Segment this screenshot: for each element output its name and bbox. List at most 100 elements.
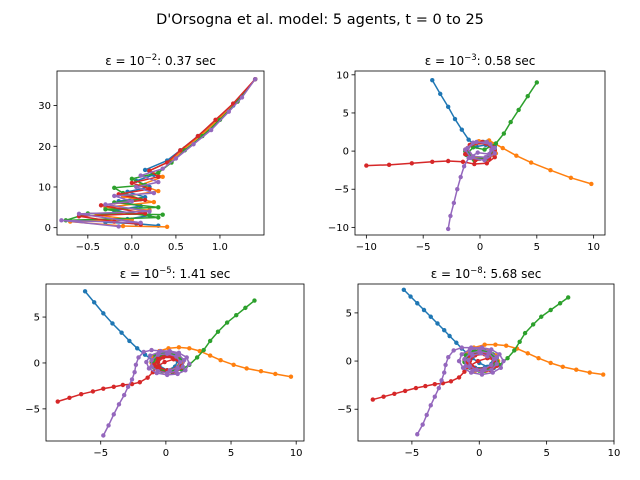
series-5-point	[59, 218, 64, 223]
series-1-point	[127, 338, 132, 344]
series-3-point	[565, 295, 571, 300]
series-3-point	[517, 339, 522, 344]
series-5-point	[459, 345, 464, 350]
x-tick-label: −10	[356, 242, 377, 253]
series-4-point	[381, 394, 386, 399]
series-4-point	[178, 148, 183, 153]
subplot-title: ε = 10−5: 1.41 sec	[120, 266, 231, 281]
series-5-point	[112, 193, 117, 199]
series-5-point	[466, 357, 471, 363]
series-5-point	[101, 433, 106, 438]
series-5-point	[467, 347, 473, 352]
series-5-point	[156, 179, 161, 185]
series-4-point	[370, 397, 376, 402]
series-5-point	[489, 147, 494, 152]
series-3-point	[234, 313, 239, 318]
x-tick-label: 5	[534, 242, 540, 253]
series-5-point	[129, 377, 135, 382]
y-tick-label: −5	[337, 405, 352, 416]
series-5-point	[191, 142, 196, 147]
series-2-point	[197, 348, 202, 354]
series-1-point	[430, 77, 435, 83]
series-4-point	[137, 380, 143, 385]
series-5-point	[174, 354, 179, 359]
series-2-point	[493, 342, 498, 347]
x-tick-label: 0.0	[124, 242, 140, 253]
series-1-point	[445, 104, 451, 110]
series-3-point	[156, 215, 161, 220]
series-2-point	[258, 369, 264, 374]
series-2-point	[288, 374, 294, 379]
series-3-point	[501, 131, 507, 136]
series-5-point	[486, 151, 492, 157]
series-3-point	[525, 93, 530, 99]
series-group	[59, 76, 258, 230]
series-4-point	[445, 158, 451, 164]
series-3-point	[534, 80, 540, 85]
subplot-title-prefix: ε = 10	[120, 267, 159, 281]
series-5-point	[474, 367, 479, 372]
series-5-point	[415, 432, 420, 437]
subplot-title-prefix: ε = 10	[105, 54, 144, 68]
series-5-point	[167, 368, 172, 373]
series-2-point	[548, 360, 553, 366]
series-5-point	[148, 353, 153, 358]
subplot-title-suffix: : 0.37 sec	[157, 54, 216, 68]
series-3-point	[207, 338, 213, 344]
series-2-point	[273, 371, 278, 377]
series-5-point	[178, 359, 183, 365]
series-2-point	[482, 342, 487, 347]
series-3-point	[160, 212, 165, 217]
axes-frame	[45, 283, 305, 442]
series-3-point	[201, 347, 206, 353]
series-5-point	[494, 361, 499, 367]
series-3-point	[505, 355, 510, 361]
series-5-point	[474, 139, 479, 145]
series-5-point	[461, 164, 467, 169]
series-3-point	[112, 185, 117, 190]
subplot-title: ε = 10−2: 0.37 sec	[105, 53, 216, 68]
series-5-point	[485, 354, 490, 359]
series-3-point	[508, 119, 513, 125]
series-1-point	[82, 289, 88, 294]
series-3-point	[548, 307, 553, 313]
series-5-point	[226, 109, 231, 114]
series-1-point	[421, 307, 427, 313]
series-4-point	[364, 163, 369, 168]
series-5-point	[470, 154, 476, 159]
series-5-point	[455, 187, 460, 192]
series-4-point	[462, 369, 467, 374]
series-4-point	[120, 382, 126, 388]
series-3-point	[156, 205, 161, 210]
series-5-point	[181, 358, 187, 363]
series-5-point	[478, 351, 483, 356]
series-1-point	[401, 287, 407, 292]
series-3-point	[194, 355, 200, 360]
series-4-point	[129, 180, 135, 186]
series-5-point	[138, 220, 143, 225]
series-5-point	[436, 385, 442, 391]
series-1-point	[101, 311, 106, 316]
series-4-point	[157, 365, 162, 370]
series-1-point	[442, 328, 447, 333]
series-5-point	[138, 173, 143, 178]
series-5-point	[149, 358, 154, 363]
series-1-point	[135, 346, 140, 351]
series-5-point	[116, 224, 121, 229]
series-5-point	[439, 378, 444, 383]
series-5-point	[467, 363, 473, 369]
x-tick-label: −5	[416, 242, 431, 253]
series-1-point	[452, 116, 458, 122]
series-3-point	[156, 170, 161, 175]
series-4-point	[161, 355, 166, 360]
series-5-point	[125, 384, 131, 390]
series-3-point	[103, 207, 108, 212]
series-4-point	[195, 133, 201, 139]
series-4-point	[484, 161, 490, 166]
series-group	[370, 287, 606, 437]
series-5-point	[239, 95, 245, 100]
series-5-point	[470, 368, 475, 373]
series-2-point	[568, 175, 574, 180]
subplot-title-prefix: ε = 10	[425, 54, 464, 68]
